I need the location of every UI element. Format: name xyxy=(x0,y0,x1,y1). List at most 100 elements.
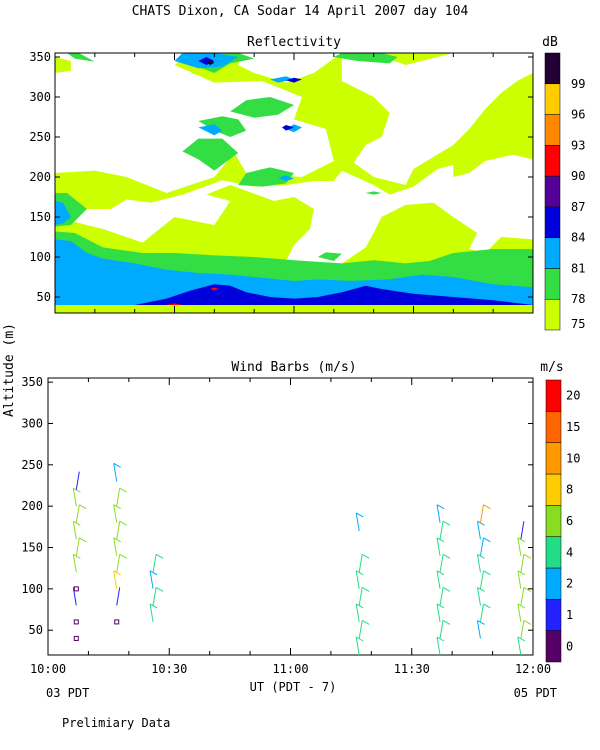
wind-x-tick-label: 11:00 xyxy=(272,662,308,676)
wind-barb xyxy=(113,537,118,556)
wind-barb xyxy=(116,587,121,606)
figure-title: CHATS Dixon, CA Sodar 14 April 2007 day … xyxy=(132,4,469,19)
wind-barb xyxy=(517,603,522,623)
refl-level-84 xyxy=(282,125,294,131)
reflectivity-colorbar: 75 78 81 84 87 90 93 96 99 xyxy=(544,52,585,331)
x-left-note: 03 PDT xyxy=(46,686,89,700)
wind-x-tick-label: 10:30 xyxy=(151,662,187,676)
wind-barb-flag xyxy=(113,537,121,543)
refl-level-78 xyxy=(198,116,247,137)
refl-level-81 xyxy=(278,175,294,181)
refl-y-tick-label: 50 xyxy=(37,290,51,304)
wind-x-tick-label: 10:00 xyxy=(30,662,66,676)
refl-colorbar-label: 81 xyxy=(571,261,585,275)
wind-colorbar-swatch xyxy=(545,536,562,569)
wind-x-tick-label: 12:00 xyxy=(515,662,551,676)
wind-barb-flag xyxy=(523,553,532,559)
wind-barb-flag xyxy=(79,504,87,510)
wind-barb-flag xyxy=(483,537,491,543)
wind-colorbar-label: 20 xyxy=(566,389,580,403)
wind-barb-flag xyxy=(73,553,81,559)
refl-level-78 xyxy=(238,167,294,187)
wind-barb-flag xyxy=(517,603,526,609)
wind-barb-flag xyxy=(442,620,451,625)
refl-colorbar-swatch xyxy=(544,298,561,331)
refl-colorbar-swatch xyxy=(544,145,561,177)
refl-level-78 xyxy=(317,252,342,261)
wind-barb xyxy=(152,554,157,573)
wind-colorbar-label: 10 xyxy=(566,451,580,465)
wind-barb-flag xyxy=(483,603,491,609)
wind-barb-area xyxy=(47,377,534,656)
refl-level-78 xyxy=(333,53,398,64)
wind-y-ticks: 50 100 150 200 250 300 350 xyxy=(21,375,533,637)
wind-barb xyxy=(436,537,441,556)
refl-y-tick-label: 300 xyxy=(29,90,51,104)
refl-clear-region xyxy=(437,165,454,177)
wind-colorbar-swatch xyxy=(545,379,562,412)
wind-barb-flag xyxy=(442,586,451,592)
wind-colorbar-label: 4 xyxy=(566,545,573,559)
wind-barb-flag xyxy=(361,586,370,592)
wind-barb-flag xyxy=(149,570,158,576)
wind-barb-flag xyxy=(477,620,485,625)
refl-colorbar-swatch xyxy=(544,83,561,115)
wind-barb-flag xyxy=(79,537,87,543)
refl-level-81 xyxy=(55,201,71,225)
wind-barb xyxy=(113,570,118,589)
wind-barb-flag xyxy=(119,487,127,493)
wind-barb-flag xyxy=(442,553,451,559)
wind-y-tick-label: 200 xyxy=(21,499,43,513)
wind-x-ticks: 10:00 10:30 11:00 11:30 12:00 xyxy=(30,378,551,676)
wind-barb xyxy=(358,587,363,606)
wind-barb xyxy=(439,521,444,540)
wind-barb xyxy=(520,554,525,573)
refl-colorbar-label: 84 xyxy=(571,231,585,245)
wind-barb-flag xyxy=(113,570,121,576)
wind-y-tick-label: 350 xyxy=(21,375,43,389)
wind-barb-flag xyxy=(483,570,491,576)
refl-colorbar-label: 75 xyxy=(571,317,585,331)
refl-level-84 xyxy=(286,77,302,83)
refl-level-78 xyxy=(230,97,294,118)
refl-colorbar-swatch xyxy=(544,237,561,269)
refl-level-81 xyxy=(270,76,294,83)
wind-barb xyxy=(439,554,444,573)
wind-barb-calm xyxy=(73,586,79,592)
wind-barb-flag xyxy=(355,603,364,609)
wind-barb xyxy=(75,471,80,490)
wind-barb xyxy=(149,570,154,589)
wind-barb xyxy=(116,521,121,540)
x-right-note: 05 PDT xyxy=(514,686,557,700)
wind-barb xyxy=(476,521,481,540)
wind-barb-flag xyxy=(517,537,526,543)
refl-y-tick-label: 100 xyxy=(29,250,51,264)
refl-level-81 xyxy=(286,124,302,133)
wind-barb-flag xyxy=(436,537,445,543)
refl-level-81 xyxy=(198,124,223,136)
wind-barb-flag xyxy=(517,570,526,576)
wind-y-tick-label: 150 xyxy=(21,541,43,555)
refl-level-99 xyxy=(206,60,215,65)
wind-barb xyxy=(358,620,363,639)
wind-barb-flag xyxy=(113,504,121,510)
wind-barb xyxy=(75,504,80,523)
wind-colorbar-label: 0 xyxy=(566,639,573,653)
wind-barb-flag xyxy=(73,520,81,526)
wind-barb-flag xyxy=(523,620,532,625)
wind-colorbar-swatch xyxy=(545,411,562,443)
refl-colorbar-swatch xyxy=(544,268,561,300)
wind-barb-flag xyxy=(149,603,158,609)
wind-barb xyxy=(439,587,444,606)
wind-barb xyxy=(436,603,441,623)
wind-colorbar-label: 1 xyxy=(566,608,573,622)
refl-y-tick-label: 200 xyxy=(29,170,51,184)
wind-barb-flag xyxy=(155,586,164,592)
wind-barb xyxy=(149,603,154,623)
wind-barb-flag xyxy=(436,636,445,642)
x-axis-label: UT (PDT - 7) xyxy=(250,680,337,694)
wind-barb xyxy=(476,587,481,606)
wind-barb-flag xyxy=(523,586,532,592)
wind-y-tick-label: 300 xyxy=(21,416,43,430)
wind-barb-flag xyxy=(73,487,81,493)
